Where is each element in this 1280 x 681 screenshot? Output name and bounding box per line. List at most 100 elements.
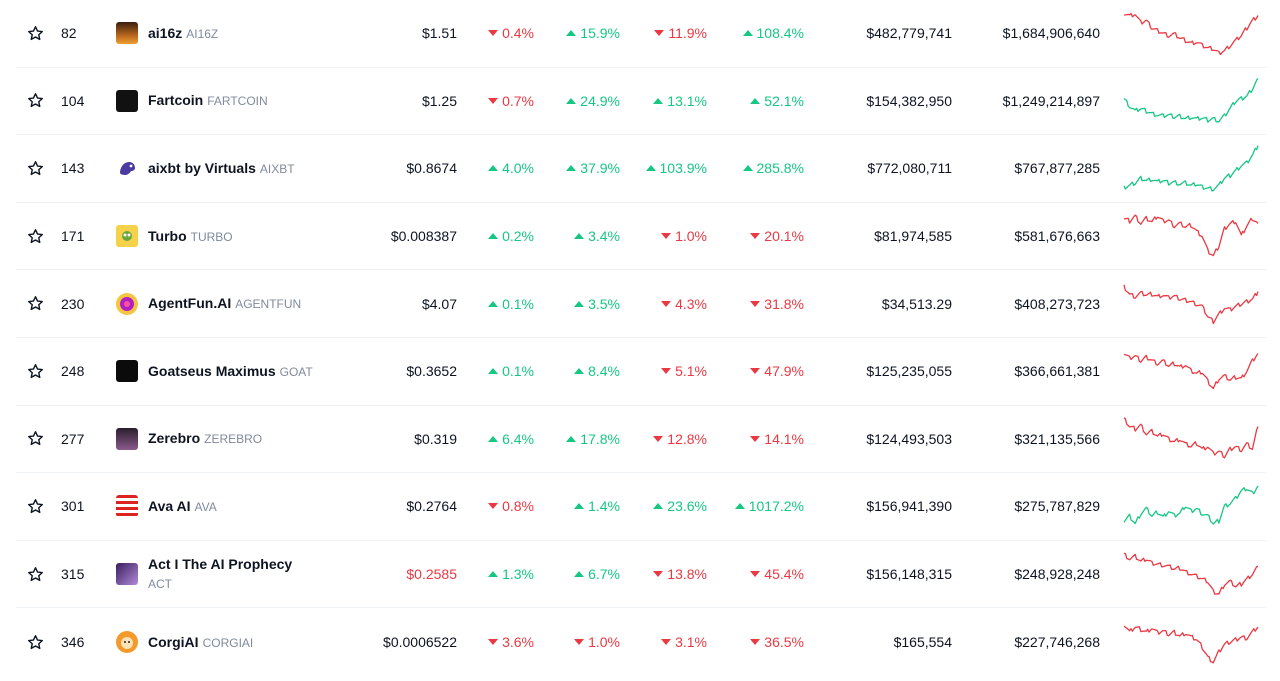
watchlist-star-icon[interactable] (26, 406, 44, 473)
coin-name-cell[interactable]: Ava AI AVA (116, 473, 346, 540)
table-row-ava[interactable]: 301 Ava AI AVA $0.2764 0.8% 1.4% 23.6% 1… (16, 473, 1266, 541)
coin-name[interactable]: Zerebro (148, 430, 201, 447)
change-30d: 14.1% (707, 406, 804, 473)
change-1h: 1.3% (457, 541, 534, 608)
price: $0.2585 (406, 566, 457, 583)
watchlist-star-icon[interactable] (26, 338, 44, 405)
change-24h: 3.5% (534, 270, 620, 337)
table-row-ai16z[interactable]: 82 ai16z AI16Z $1.51 0.4% 15.9% 11.9% 10… (16, 0, 1266, 68)
change-24h: 24.9% (534, 68, 620, 135)
aixbt-logo-icon (116, 157, 138, 180)
sparkline-line (1123, 13, 1259, 56)
table-row-corgiai[interactable]: 346 CorgiAI CORGIAI $0.0006522 3.6% 1.0%… (16, 608, 1266, 676)
change-7d: 1.0% (620, 203, 707, 270)
volume-24h: $165,554 (893, 634, 952, 651)
rank: 315 (61, 566, 85, 583)
coin-name[interactable]: Fartcoin (148, 92, 204, 109)
market-cap: $767,877,285 (1014, 160, 1100, 177)
coin-name[interactable]: ai16z (148, 24, 183, 41)
market-cap: $366,661,381 (1014, 363, 1100, 380)
sparkline-line (1123, 552, 1259, 595)
change-24h: 17.8% (534, 406, 620, 473)
sparkline-line (1123, 284, 1259, 324)
table-row-turbo[interactable]: 171 Turbo TURBO $0.008387 0.2% 3.4% 1.0%… (16, 203, 1266, 271)
change-24h: 37.9% (534, 135, 620, 202)
change-30d: 52.1% (707, 68, 804, 135)
volume-24h: $482,779,741 (866, 25, 952, 42)
zerebro-logo-icon (116, 427, 138, 450)
coin-symbol: CORGIAI (202, 635, 254, 650)
rank: 301 (61, 498, 85, 515)
sparkline-chart (1122, 406, 1260, 473)
coin-name-cell[interactable]: AgentFun.AI AGENTFUN (116, 270, 346, 337)
watchlist-star-icon[interactable] (26, 608, 44, 676)
coin-name-cell[interactable]: aixbt by Virtuals AIXBT (116, 135, 346, 202)
change-1h: 0.1% (457, 338, 534, 405)
coin-symbol: AI16Z (186, 26, 219, 41)
table-row-zerebro[interactable]: 277 Zerebro ZEREBRO $0.319 6.4% 17.8% 12… (16, 406, 1266, 474)
change-7d: 13.1% (620, 68, 707, 135)
volume-24h: $156,941,390 (866, 498, 952, 515)
volume-24h: $154,382,950 (866, 92, 952, 109)
sparkline-chart (1122, 541, 1260, 608)
watchlist-star-icon[interactable] (26, 203, 44, 270)
coin-name-cell[interactable]: Zerebro ZEREBRO (116, 406, 346, 473)
watchlist-star-icon[interactable] (26, 270, 44, 337)
sparkline-line (1123, 353, 1259, 390)
watchlist-star-icon[interactable] (26, 135, 44, 202)
coin-name-cell[interactable]: ai16z AI16Z (116, 0, 346, 67)
price: $0.2764 (406, 498, 457, 515)
change-1h: 0.7% (457, 68, 534, 135)
price: $0.319 (414, 430, 457, 447)
change-7d: 13.8% (620, 541, 707, 608)
coin-symbol: GOAT (279, 364, 313, 379)
watchlist-star-icon[interactable] (26, 0, 44, 67)
volume-24h: $34,513.29 (881, 295, 952, 312)
price: $4.07 (421, 295, 457, 312)
market-cap: $248,928,248 (1014, 566, 1100, 583)
ai16z-logo-icon (116, 22, 138, 45)
act-logo-icon (116, 563, 138, 586)
sparkline-line (1123, 486, 1259, 526)
change-30d: 47.9% (707, 338, 804, 405)
coin-name[interactable]: aixbt by Virtuals (148, 159, 256, 176)
watchlist-star-icon[interactable] (26, 68, 44, 135)
table-row-act[interactable]: 315 Act I The AI Prophecy ACT ACT $0.258… (16, 541, 1266, 609)
coin-name[interactable]: CorgiAI (148, 633, 199, 650)
watchlist-star-icon[interactable] (26, 473, 44, 540)
table-row-goat[interactable]: 248 Goatseus Maximus GOAT $0.3652 0.1% 8… (16, 338, 1266, 406)
volume-24h: $124,493,503 (866, 430, 952, 447)
coin-name[interactable]: Goatseus Maximus (148, 362, 276, 379)
table-row-fartcoin[interactable]: 104 Fartcoin FARTCOIN $1.25 0.7% 24.9% 1… (16, 68, 1266, 136)
coin-name-cell[interactable]: Turbo TURBO (116, 203, 346, 270)
sparkline-line (1123, 417, 1259, 459)
change-1h: 4.0% (457, 135, 534, 202)
sparkline-chart (1122, 338, 1260, 405)
price: $0.3652 (406, 363, 457, 380)
sparkline-chart (1122, 135, 1260, 202)
change-30d: 31.8% (707, 270, 804, 337)
coin-symbol: ACT (148, 577, 172, 592)
sparkline-chart (1122, 608, 1260, 676)
coin-name-cell[interactable]: Act I The AI Prophecy ACT ACT (116, 541, 346, 608)
coin-name-cell[interactable]: Fartcoin FARTCOIN (116, 68, 346, 135)
coin-name[interactable]: Act I The AI Prophecy (148, 556, 293, 573)
market-cap: $321,135,566 (1014, 430, 1100, 447)
rank: 230 (61, 295, 85, 312)
change-30d: 1017.2% (707, 473, 804, 540)
table-row-aixbt[interactable]: 143 aixbt by Virtuals AIXBT $0.8674 4.0%… (16, 135, 1266, 203)
table-row-agentfun[interactable]: 230 AgentFun.AI AGENTFUN $4.07 0.1% 3.5%… (16, 270, 1266, 338)
coin-name[interactable]: AgentFun.AI (148, 295, 232, 312)
coin-name-cell[interactable]: Goatseus Maximus GOAT (116, 338, 346, 405)
coin-name-cell[interactable]: CorgiAI CORGIAI (116, 608, 346, 676)
agentfun-logo-icon (116, 292, 138, 315)
change-7d: 11.9% (620, 0, 707, 67)
coin-symbol: AVA (194, 499, 217, 514)
change-30d: 20.1% (707, 203, 804, 270)
coin-name[interactable]: Ava AI (148, 497, 191, 514)
change-1h: 3.6% (457, 608, 534, 676)
watchlist-star-icon[interactable] (26, 541, 44, 608)
coin-name[interactable]: Turbo (148, 227, 187, 244)
change-1h: 0.2% (457, 203, 534, 270)
